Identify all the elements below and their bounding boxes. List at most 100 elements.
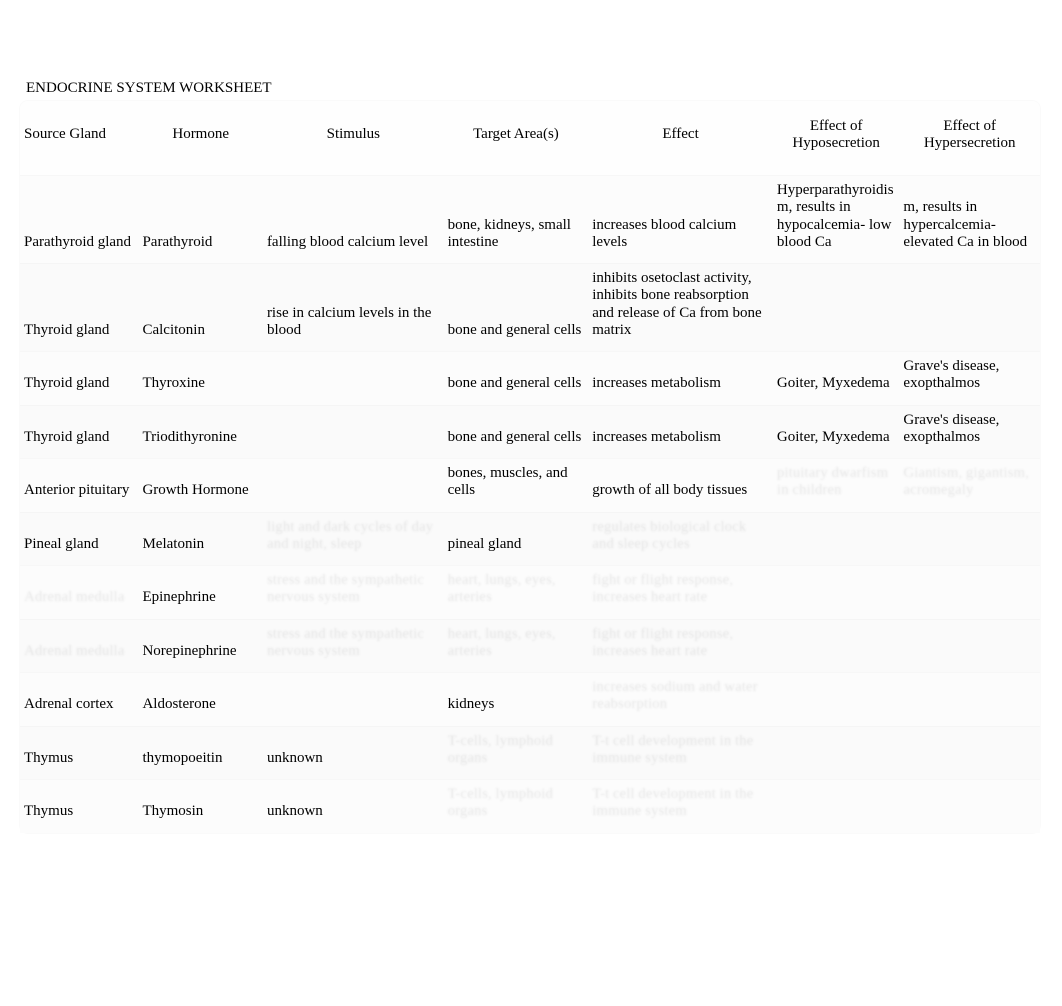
- cell-hormone: Aldosterone: [138, 672, 262, 726]
- obscured-text: increases sodium and water reabsorption: [592, 679, 757, 712]
- cell-target: bone and general cells: [444, 263, 589, 351]
- cell-source: Adrenal medulla: [20, 565, 138, 619]
- cell-stimulus: stress and the sympathetic nervous syste…: [263, 619, 444, 673]
- col-hyper: Effect of Hypersecretion: [899, 101, 1040, 175]
- cell-hypo: [773, 263, 899, 351]
- table-header-row: Source Gland Hormone Stimulus Target Are…: [20, 101, 1040, 175]
- obscured-text: regulates biological clock and sleep cyc…: [592, 519, 746, 552]
- table-row: ThymusthymopoeitinunknownT-cells, lympho…: [20, 726, 1040, 780]
- cell-stimulus: falling blood calcium level: [263, 175, 444, 263]
- endocrine-table: Source Gland Hormone Stimulus Target Are…: [20, 101, 1040, 833]
- obscured-text: T-cells, lymphoid organs: [448, 786, 553, 819]
- cell-hormone: Parathyroid: [138, 175, 262, 263]
- cell-hypo: [773, 779, 899, 833]
- table-row: Adrenal medulla Norepinephrinestress and …: [20, 619, 1040, 673]
- cell-hyper: m, results in hypercalcemia- elevated Ca…: [899, 175, 1040, 263]
- cell-hyper: [899, 726, 1040, 780]
- col-source: Source Gland: [20, 101, 138, 175]
- cell-effect: increases sodium and water reabsorption: [588, 672, 773, 726]
- cell-target: kidneys: [444, 672, 589, 726]
- cell-hormone: Thymosin: [138, 779, 262, 833]
- table-row: Adrenal cortexAldosteronekidneysincrease…: [20, 672, 1040, 726]
- cell-stimulus: [263, 458, 444, 512]
- cell-hypo: Hyperparathyroidism, results in hypocalc…: [773, 175, 899, 263]
- cell-hypo: [773, 565, 899, 619]
- table-row: Anterior pituitaryGrowth Hormonebones, m…: [20, 458, 1040, 512]
- cell-source: Adrenal medulla: [20, 619, 138, 673]
- cell-stimulus: light and dark cycles of day and night, …: [263, 512, 444, 566]
- cell-hypo: pituitary dwarfism in children: [773, 458, 899, 512]
- table-row: Thyroid glandTriodithyroninebone and gen…: [20, 405, 1040, 459]
- obscured-text: stress and the sympathetic nervous syste…: [267, 572, 424, 605]
- cell-hormone: Calcitonin: [138, 263, 262, 351]
- obscured-text: T-t cell development in the immune syste…: [592, 733, 753, 766]
- obscured-text: heart, lungs, eyes, arteries: [448, 626, 556, 659]
- page-title: ENDOCRINE SYSTEM WORKSHEET: [26, 80, 1042, 97]
- cell-hyper: Grave's disease, exopthalmos: [899, 351, 1040, 405]
- cell-effect: fight or flight response, increases hear…: [588, 565, 773, 619]
- cell-source: Thymus: [20, 779, 138, 833]
- cell-hyper: [899, 779, 1040, 833]
- cell-effect: increases metabolism: [588, 405, 773, 459]
- cell-target: bone, kidneys, small intestine: [444, 175, 589, 263]
- cell-effect: T-t cell development in the immune syste…: [588, 726, 773, 780]
- cell-hyper: [899, 512, 1040, 566]
- cell-source: Thyroid gland: [20, 263, 138, 351]
- table-body: Parathyroid glandParathyroidfalling bloo…: [20, 175, 1040, 833]
- cell-effect: regulates biological clock and sleep cyc…: [588, 512, 773, 566]
- obscured-text: heart, lungs, eyes, arteries: [448, 572, 556, 605]
- cell-source: Thymus: [20, 726, 138, 780]
- obscured-text: T-cells, lymphoid organs: [448, 733, 553, 766]
- cell-hyper: [899, 619, 1040, 673]
- obscured-text: Adrenal medulla: [24, 643, 124, 659]
- cell-hyper: [899, 263, 1040, 351]
- cell-hypo: [773, 512, 899, 566]
- obscured-text: fight or flight response, increases hear…: [592, 572, 733, 605]
- table-row: Pineal glandMelatoninlight and dark cycl…: [20, 512, 1040, 566]
- table-row: ThymusThymosinunknownT-cells, lymphoid o…: [20, 779, 1040, 833]
- cell-effect: increases metabolism: [588, 351, 773, 405]
- cell-effect: inhibits osetoclast activity, inhibits b…: [588, 263, 773, 351]
- cell-target: heart, lungs, eyes, arteries: [444, 619, 589, 673]
- obscured-text: Giantism, gigantism, acromegaly: [903, 465, 1028, 498]
- obscured-text: Adrenal medulla: [24, 589, 124, 605]
- cell-stimulus: stress and the sympathetic nervous syste…: [263, 565, 444, 619]
- cell-effect: T-t cell development in the immune syste…: [588, 779, 773, 833]
- cell-hypo: [773, 619, 899, 673]
- cell-source: Pineal gland: [20, 512, 138, 566]
- cell-source: Anterior pituitary: [20, 458, 138, 512]
- cell-source: Thyroid gland: [20, 351, 138, 405]
- cell-stimulus: [263, 672, 444, 726]
- cell-hypo: Goiter, Myxedema: [773, 351, 899, 405]
- table-row: Thyroid glandCalcitoninrise in calcium l…: [20, 263, 1040, 351]
- cell-hormone: Norepinephrine: [138, 619, 262, 673]
- cell-hormone: Growth Hormone: [138, 458, 262, 512]
- cell-hormone: thymopoeitin: [138, 726, 262, 780]
- cell-hyper: Grave's disease, exopthalmos: [899, 405, 1040, 459]
- cell-stimulus: rise in calcium levels in the blood: [263, 263, 444, 351]
- cell-stimulus: [263, 351, 444, 405]
- cell-source: Parathyroid gland: [20, 175, 138, 263]
- cell-hormone: Melatonin: [138, 512, 262, 566]
- cell-stimulus: unknown: [263, 726, 444, 780]
- cell-effect: increases blood calcium levels: [588, 175, 773, 263]
- cell-target: bone and general cells: [444, 351, 589, 405]
- obscured-text: light and dark cycles of day and night, …: [267, 519, 433, 552]
- obscured-text: stress and the sympathetic nervous syste…: [267, 626, 424, 659]
- obscured-text: pituitary dwarfism in children: [777, 465, 888, 498]
- cell-hypo: [773, 726, 899, 780]
- col-stimulus: Stimulus: [263, 101, 444, 175]
- col-hypo: Effect of Hyposecretion: [773, 101, 899, 175]
- cell-hyper: [899, 565, 1040, 619]
- cell-target: bone and general cells: [444, 405, 589, 459]
- cell-hyper: [899, 672, 1040, 726]
- cell-target: pineal gland: [444, 512, 589, 566]
- cell-hypo: [773, 672, 899, 726]
- cell-effect: fight or flight response, increases hear…: [588, 619, 773, 673]
- cell-hormone: Epinephrine: [138, 565, 262, 619]
- cell-target: T-cells, lymphoid organs: [444, 726, 589, 780]
- cell-hormone: Triodithyronine: [138, 405, 262, 459]
- cell-hypo: Goiter, Myxedema: [773, 405, 899, 459]
- table-row: Thyroid glandThyroxinebone and general c…: [20, 351, 1040, 405]
- cell-target: heart, lungs, eyes, arteries: [444, 565, 589, 619]
